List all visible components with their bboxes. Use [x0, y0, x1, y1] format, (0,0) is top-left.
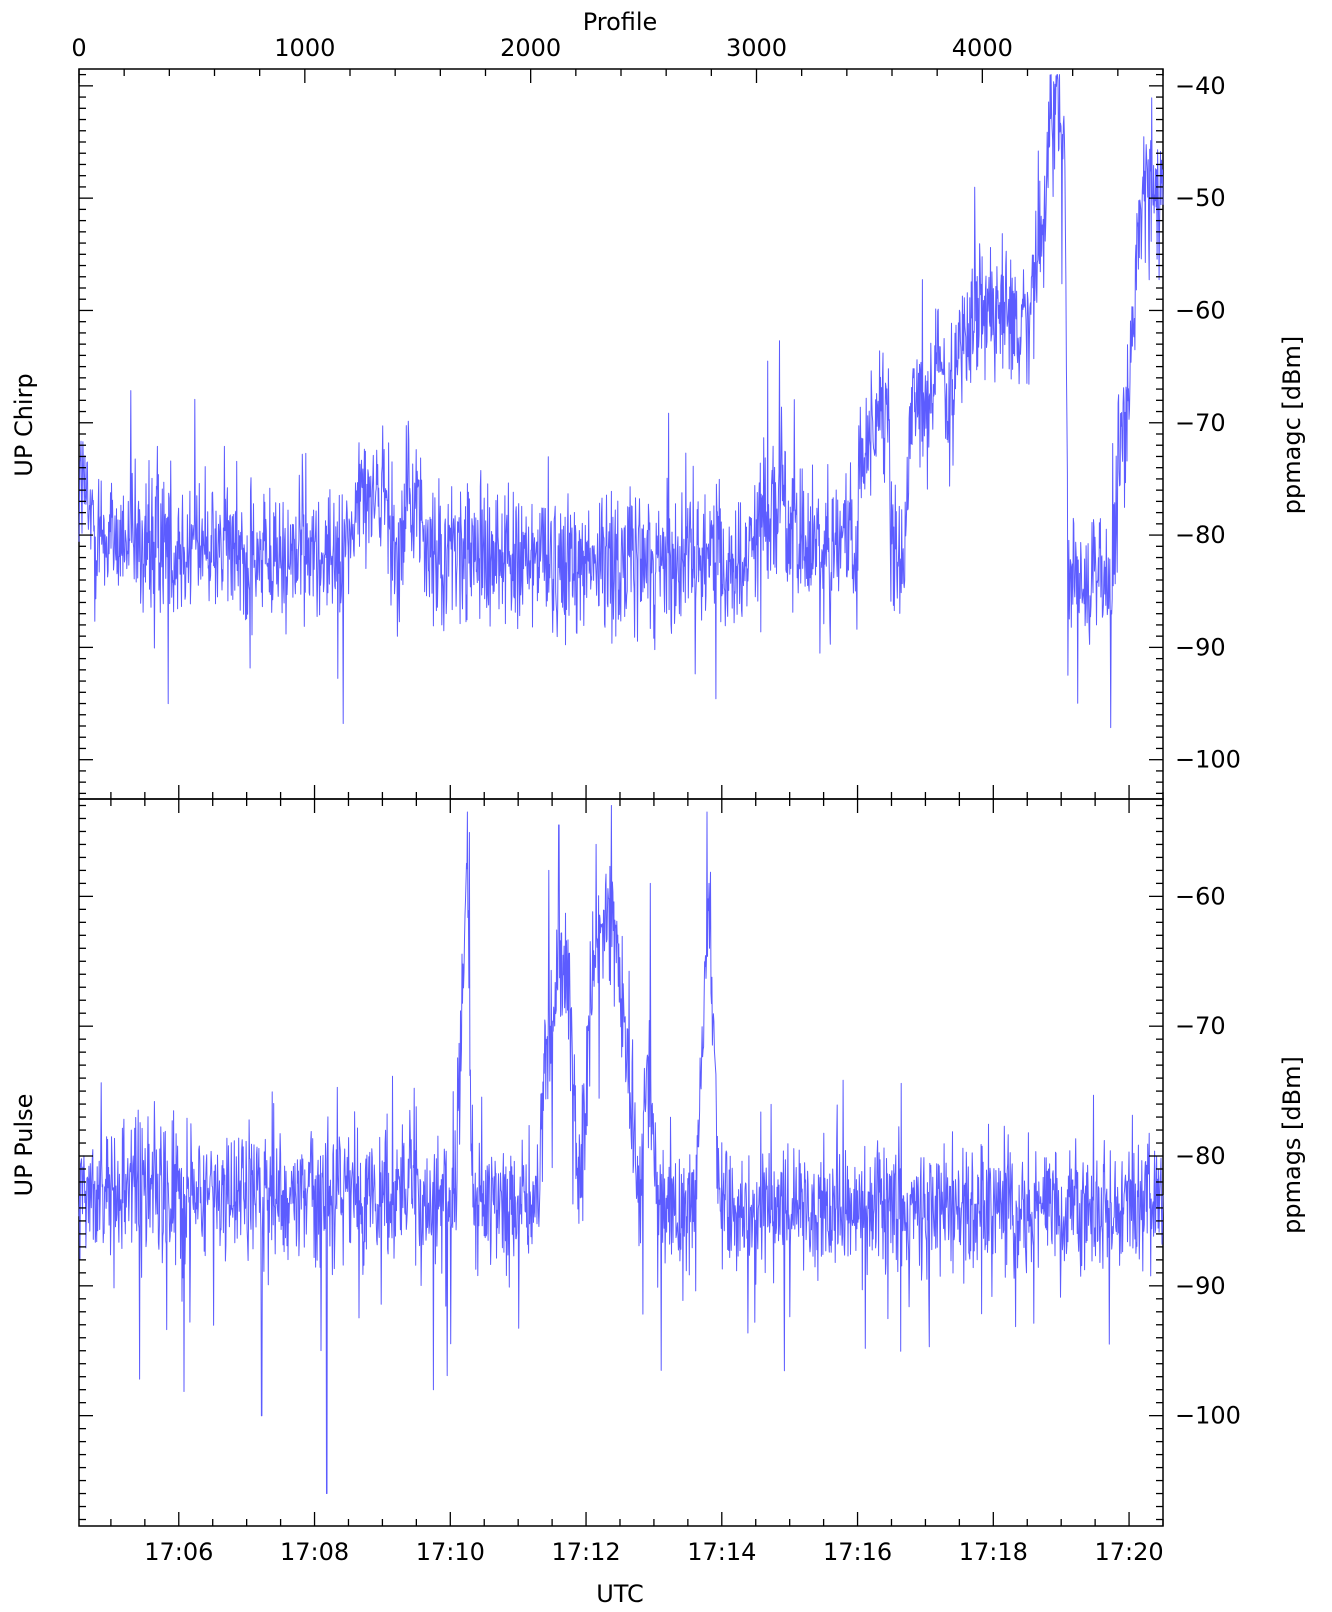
time-tick-label: 17:08	[280, 1538, 349, 1566]
y-tick-label: −100	[1175, 1402, 1241, 1430]
profile-tick-label: 0	[71, 34, 86, 62]
top-axis-title: Profile	[583, 8, 658, 36]
top-panel-y-axis-title: ppmagc [dBm]	[1278, 336, 1306, 514]
profile-tick-label: 3000	[726, 34, 787, 62]
time-tick-label: 17:12	[551, 1538, 620, 1566]
time-tick-label: 17:14	[687, 1538, 756, 1566]
bottom-axis-title: UTC	[596, 1580, 644, 1608]
y-tick-label: −50	[1175, 184, 1226, 212]
profile-tick-label: 4000	[952, 34, 1013, 62]
y-tick-label: −70	[1175, 1012, 1226, 1040]
time-tick-label: 17:16	[823, 1538, 892, 1566]
profile-tick-label: 2000	[500, 34, 561, 62]
y-tick-label: −70	[1175, 409, 1226, 437]
y-tick-label: −80	[1175, 521, 1226, 549]
top-panel-series-line	[78, 74, 1164, 729]
y-tick-label: −60	[1175, 296, 1226, 324]
bottom-panel-frame	[78, 798, 1164, 1527]
axis-ticks: 17:06 17:08 17:10 17:12 17:14 17:16 17:18 17:20…	[71, 34, 1241, 1566]
bottom-panel-series-line	[78, 805, 1164, 1494]
y-tick-label: −40	[1175, 72, 1226, 100]
time-tick-label: 17:06	[144, 1538, 213, 1566]
profile-tick-label: 1000	[274, 34, 335, 62]
top-panel-frame	[78, 68, 1164, 800]
bottom-panel-left-label: UP Pulse	[10, 1094, 38, 1197]
top-panel-left-label: UP Chirp	[10, 373, 38, 476]
y-tick-label: −100	[1175, 746, 1241, 774]
time-tick-label: 17:10	[416, 1538, 485, 1566]
time-tick-label: 17:18	[959, 1538, 1028, 1566]
time-tick-label: 17:20	[1094, 1538, 1163, 1566]
y-tick-label: −90	[1175, 1272, 1226, 1300]
y-tick-label: −90	[1175, 633, 1226, 661]
bottom-panel-y-axis-title: ppmags [dBm]	[1278, 1056, 1306, 1234]
y-tick-label: −80	[1175, 1142, 1226, 1170]
y-tick-label: −60	[1175, 882, 1226, 910]
